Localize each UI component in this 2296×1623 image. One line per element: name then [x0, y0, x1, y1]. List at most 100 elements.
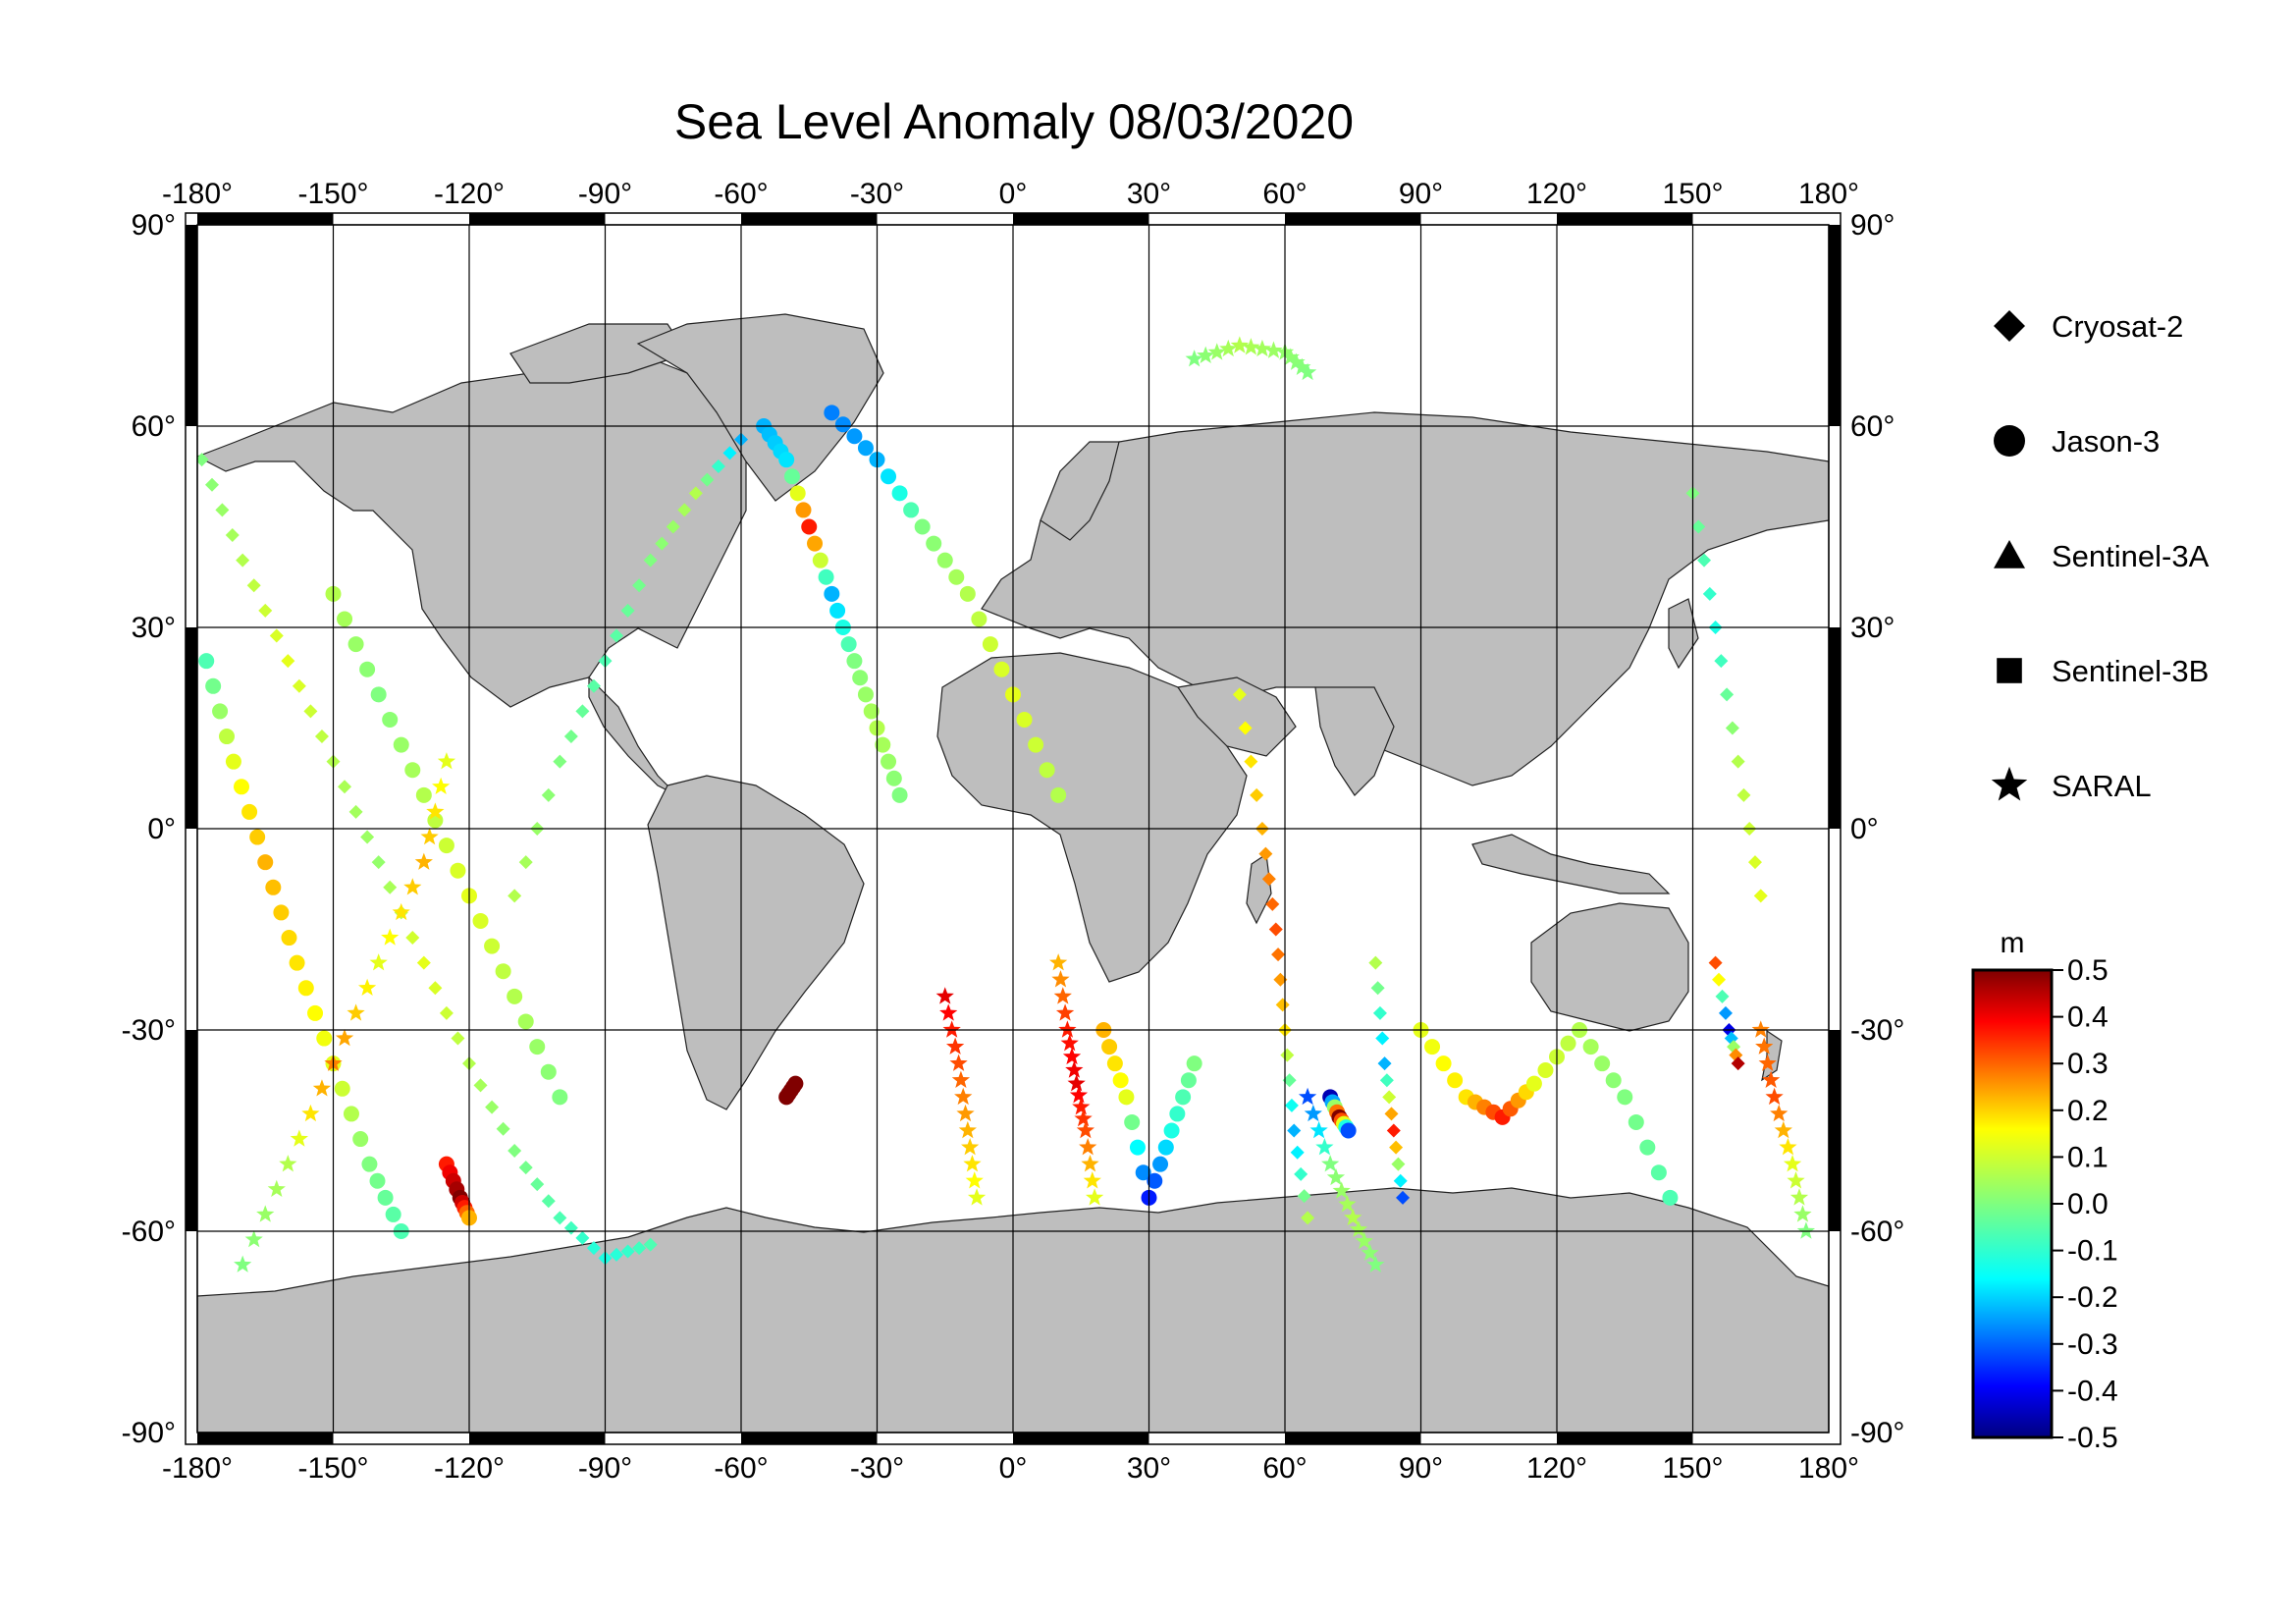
jason-3-point [926, 535, 942, 552]
cryosat-2-point [1691, 519, 1706, 534]
latitude-tick-label: 60° [1850, 410, 1895, 443]
colorbar-tick-label: 0.4 [2067, 1001, 2109, 1034]
land-north-america [197, 352, 747, 708]
saral-point [1076, 1120, 1095, 1139]
saral-point [935, 987, 954, 1004]
cryosat-2-point [586, 1241, 601, 1256]
cryosat-2-point [575, 1230, 590, 1245]
jason-3-point [1106, 1055, 1123, 1072]
saral-point [1281, 348, 1300, 365]
jason-3-point [863, 703, 880, 720]
saral-point [1053, 987, 1072, 1004]
jason-3-point [1582, 1039, 1599, 1055]
cryosat-2-point [1396, 1190, 1411, 1205]
jason-3-point [1340, 1122, 1357, 1139]
jason-3-point [852, 670, 869, 686]
cryosat-2-point [1393, 1173, 1408, 1188]
longitude-tick-label: 30° [1127, 1452, 1171, 1485]
cryosat-2-point [1708, 955, 1723, 970]
cryosat-2-point [246, 578, 261, 593]
satellite-legend: Cryosat-2 Jason-3 Sentinel-3A Sentinel-3B SA… [1991, 309, 2210, 803]
cryosat-2-point [1368, 955, 1383, 970]
sentinel-3a-legend-label: Sentinel-3A [2052, 539, 2210, 573]
cryosat-2-point [1265, 896, 1280, 911]
cryosat-2-point [586, 678, 601, 693]
cryosat-2-point [1261, 872, 1276, 887]
cryosat-2-point [236, 553, 250, 568]
saral-point [1085, 1188, 1104, 1206]
saral-point [357, 978, 377, 997]
jason-3-point [789, 485, 806, 502]
latitude-tick-label: 0° [147, 813, 176, 845]
jason-3-point [495, 963, 511, 980]
jason-3-point [891, 485, 908, 502]
cryosat-2-point [338, 780, 352, 794]
cryosat-2-point [416, 955, 431, 970]
cryosat-2-point [1391, 1157, 1406, 1171]
saral-point [1765, 1087, 1784, 1106]
land-arctic-islands [509, 323, 688, 384]
jason-3-point [1050, 786, 1067, 803]
saral-point [1067, 1074, 1086, 1092]
saral-point [1197, 346, 1215, 364]
saral-point [958, 1120, 977, 1139]
saral-point [1758, 1054, 1777, 1071]
jason-3-point [1639, 1139, 1656, 1156]
saral-point [939, 1003, 958, 1021]
cryosat-2-point [360, 830, 375, 844]
jason-3-point [1152, 1156, 1169, 1172]
cryosat-2-point [1275, 998, 1290, 1012]
colorbar-tick-label: -0.5 [2067, 1422, 2118, 1454]
saral-point [1072, 1097, 1091, 1115]
jason-3-point [369, 1172, 386, 1189]
saral-point [1326, 1167, 1346, 1186]
saral-point [1770, 1104, 1789, 1122]
saral-point [1207, 343, 1226, 360]
frame-segment [1285, 213, 1421, 225]
cryosat-2-point [530, 1177, 545, 1192]
saral-point [414, 852, 433, 870]
land-arabia [1176, 676, 1297, 757]
jason-3-point [352, 1131, 369, 1148]
map-frame [185, 212, 1842, 1445]
jason-3-point [1537, 1062, 1554, 1078]
cryosat-2-point [303, 704, 318, 719]
saral-point [954, 1087, 973, 1106]
cryosat-2-point [215, 503, 230, 517]
cryosat-2-point [496, 1121, 510, 1136]
frame-segment [186, 225, 197, 426]
saral-point [290, 1129, 309, 1147]
jason-3-point [812, 552, 828, 568]
jason-3-point [881, 468, 897, 485]
jason-3-point [347, 636, 364, 653]
jason-3-point [337, 611, 353, 627]
cryosat-2-point [1268, 922, 1283, 937]
jason-3-point [881, 753, 897, 770]
land-south-america [647, 775, 865, 1110]
saral-point [1783, 1155, 1802, 1172]
cryosat-2-point [1389, 1140, 1404, 1155]
cryosat-2-point [439, 1005, 454, 1020]
saral-point [949, 1054, 968, 1071]
longitude-tick-label: -60° [714, 178, 768, 210]
colorbar-tick-label: -0.3 [2067, 1328, 2118, 1361]
saral-point [1083, 1171, 1101, 1189]
saral-point [1242, 338, 1260, 355]
jason-3-point [846, 653, 863, 670]
cryosat-2-point [269, 628, 284, 643]
cryosat-2-point [1736, 787, 1751, 802]
longitude-tick-label: 180° [1798, 1452, 1859, 1485]
cryosat-2-point [428, 981, 443, 996]
jason-3-point [281, 930, 297, 947]
jason-3-point [787, 1075, 804, 1092]
saral-point [1762, 1070, 1781, 1089]
longitude-tick-label: -90° [578, 1452, 632, 1485]
jason-3-point [552, 1089, 568, 1106]
cryosat-2-point [1297, 1189, 1311, 1204]
longitude-tick-label: 180° [1798, 178, 1859, 210]
cryosat-2-point [1271, 947, 1286, 962]
saral-point [1304, 1104, 1322, 1122]
cryosat-2-point [507, 889, 522, 903]
frame-segment [741, 1433, 878, 1444]
jason-3-point [361, 1156, 378, 1172]
